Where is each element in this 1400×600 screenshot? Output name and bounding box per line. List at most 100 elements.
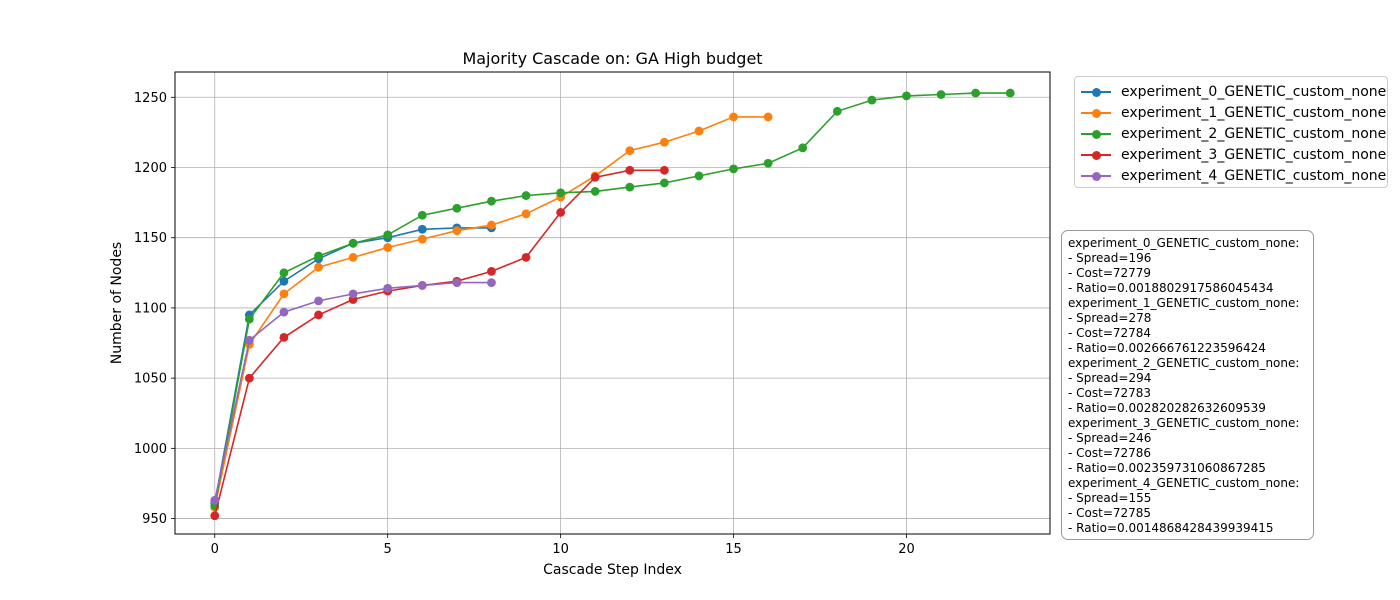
data-point (244, 335, 254, 345)
data-point (763, 112, 773, 122)
legend-label: experiment_1_GENETIC_custom_none (1121, 104, 1387, 121)
stats-line: experiment_3_GENETIC_custom_none: (1068, 416, 1300, 430)
series-0 (210, 223, 496, 508)
x-axis-label: Cascade Step Index (543, 562, 682, 578)
stats-line: - Ratio=0.0018802917586045434 (1068, 281, 1274, 295)
data-point (244, 373, 254, 383)
data-point (348, 289, 358, 299)
stats-line: - Spread=196 (1068, 251, 1152, 265)
data-point (279, 268, 289, 278)
y-tick-label: 1150 (134, 231, 167, 246)
data-point (244, 314, 254, 324)
data-point (417, 210, 427, 220)
legend-item: experiment_4_GENETIC_custom_none (1081, 165, 1387, 186)
data-point (487, 267, 496, 276)
stats-line: experiment_2_GENETIC_custom_none: (1068, 356, 1300, 370)
series-line (214, 169, 665, 516)
legend-marker (1081, 106, 1111, 120)
y-axis-label: Number of Nodes (109, 242, 125, 364)
data-point (659, 178, 669, 188)
stats-line: - Ratio=0.002359731060867285 (1068, 461, 1266, 475)
series-line (214, 281, 492, 501)
data-point (798, 143, 808, 153)
data-point (314, 251, 323, 261)
stats-line: - Cost=72784 (1068, 326, 1152, 340)
data-point (383, 283, 393, 293)
legend-item: experiment_1_GENETIC_custom_none (1081, 102, 1387, 123)
y-tick-label: 950 (142, 512, 167, 527)
y-tick-label: 1200 (134, 161, 167, 176)
data-point (210, 511, 220, 521)
legend-marker (1081, 85, 1111, 99)
data-point (452, 203, 462, 213)
data-point (452, 226, 462, 236)
data-point (729, 112, 738, 122)
legend-item: experiment_0_GENETIC_custom_none (1081, 81, 1387, 102)
data-point (487, 220, 496, 230)
data-point (210, 495, 220, 505)
data-point (452, 278, 462, 288)
stats-line: experiment_1_GENETIC_custom_none: (1068, 296, 1300, 310)
y-tick-label: 1000 (134, 442, 167, 457)
data-point (383, 243, 393, 252)
data-point (417, 234, 427, 244)
stats-line: experiment_4_GENETIC_custom_none: (1068, 476, 1300, 490)
stats-line: experiment_0_GENETIC_custom_none: (1068, 236, 1300, 250)
axes: 0 5 10 15 20 950 1000 1050 1100 1150 1200 1250 (134, 91, 915, 557)
y-tick-label: 1100 (134, 301, 167, 316)
x-tick-label: 20 (898, 542, 915, 557)
series-3 (210, 165, 669, 521)
data-point (348, 252, 358, 262)
data-point (279, 333, 289, 342)
stats-line: - Ratio=0.002820282632609539 (1068, 401, 1266, 415)
data-point (314, 310, 323, 320)
legend-marker (1081, 148, 1111, 162)
stats-line: - Spread=294 (1068, 371, 1152, 385)
data-point (1005, 88, 1015, 98)
data-point (590, 172, 600, 182)
grid-lines (175, 72, 1050, 534)
data-point (590, 186, 600, 196)
data-point (902, 91, 911, 101)
stats-line: - Cost=72785 (1068, 506, 1152, 520)
legend-label: experiment_0_GENETIC_custom_none (1121, 83, 1387, 100)
data-point (694, 171, 704, 181)
data-point (279, 276, 289, 286)
data-point (971, 88, 981, 98)
data-point (659, 137, 669, 147)
series-line (214, 227, 492, 504)
stats-line: - Ratio=0.002666761223596424 (1068, 341, 1266, 355)
data-point (659, 165, 669, 175)
data-point (625, 146, 635, 156)
data-point (625, 165, 635, 175)
data-point (521, 209, 531, 219)
data-point (763, 158, 773, 168)
series-1 (210, 112, 773, 512)
x-tick-label: 15 (725, 542, 742, 557)
stats-line: - Cost=72786 (1068, 446, 1152, 460)
series-2 (210, 88, 1015, 511)
data-point (936, 90, 946, 99)
data-point (279, 307, 289, 317)
stats-line: - Ratio=0.0014868428439939415 (1068, 521, 1274, 535)
x-tick-label: 5 (384, 542, 392, 557)
stats-line: - Spread=278 (1068, 311, 1152, 325)
legend-marker (1081, 127, 1111, 141)
x-tick-label: 0 (211, 542, 219, 557)
data-point (556, 208, 566, 217)
data-point (487, 196, 496, 206)
data-point (417, 224, 427, 234)
y-tick-label: 1050 (134, 372, 167, 387)
data-point (625, 182, 635, 192)
data-point (383, 230, 393, 240)
stats-line: - Spread=246 (1068, 431, 1152, 445)
data-point (348, 238, 358, 248)
legend-label: experiment_3_GENETIC_custom_none (1121, 146, 1387, 163)
legend-item: experiment_2_GENETIC_custom_none (1081, 123, 1387, 144)
legend-label: experiment_2_GENETIC_custom_none (1121, 125, 1387, 142)
stats-annotation-box: experiment_0_GENETIC_custom_none: - Sprea… (1061, 230, 1314, 540)
stats-line: - Spread=155 (1068, 491, 1152, 505)
chart-legend: experiment_0_GENETIC_custom_none experime… (1074, 76, 1388, 188)
data-point (417, 281, 427, 290)
data-point (867, 95, 877, 105)
